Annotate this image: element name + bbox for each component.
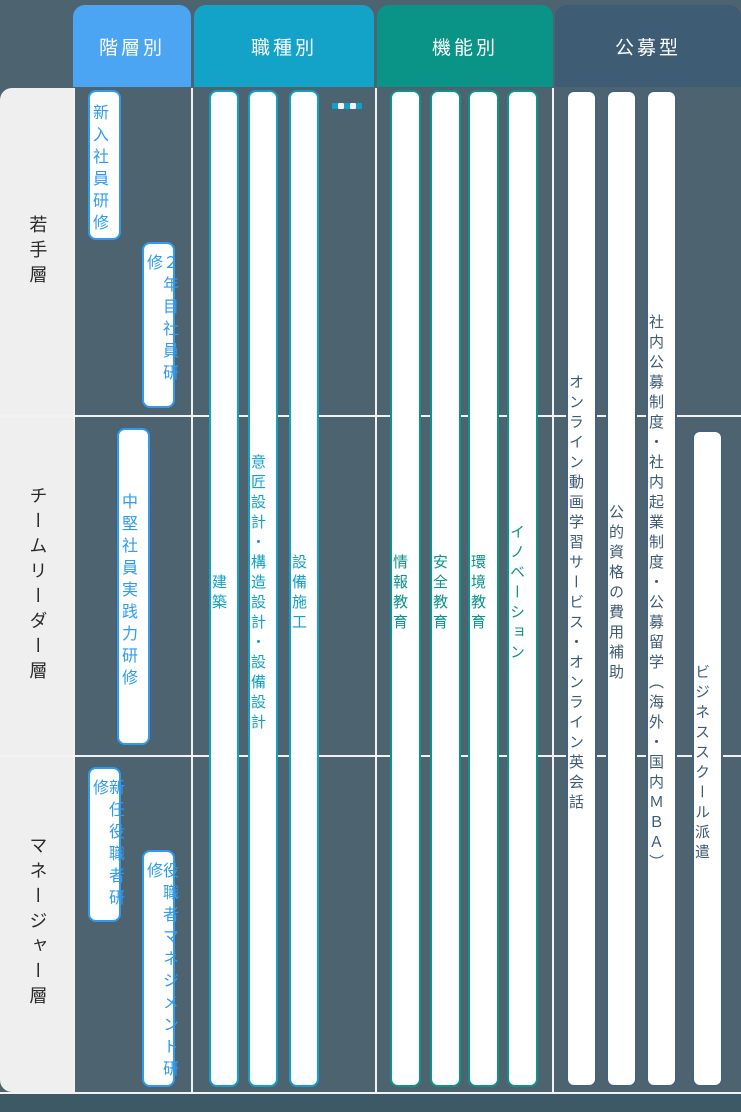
bar-label: 新任役職者研修 bbox=[90, 779, 123, 911]
bar-label: ビジネススクール派遣 bbox=[693, 663, 710, 864]
bar-label: 新入社員研修 bbox=[90, 104, 107, 236]
horizontal-divider bbox=[0, 755, 741, 757]
tab-job-type: 職種別 bbox=[194, 5, 374, 87]
bar-architecture: 建築 bbox=[209, 90, 239, 1087]
bar-label: オンライン動画学習サービス・オンライン英会話 bbox=[567, 373, 584, 814]
bar-label: 公的資格の費用補助 bbox=[607, 503, 624, 684]
tier-label: マネージャー層 bbox=[27, 836, 48, 1011]
bar-new-employee-training: 新入社員研修 bbox=[88, 90, 121, 240]
vertical-divider bbox=[375, 88, 377, 1092]
bar-label: ２年目社員研修 bbox=[144, 254, 177, 386]
bar-business-school-dispatch: ビジネススクール派遣 bbox=[692, 430, 723, 1087]
tab-function: 機能別 bbox=[377, 5, 553, 87]
bar-equipment-construction: 設備施工 bbox=[289, 90, 319, 1087]
bar-new-manager-training: 新任役職者研修 bbox=[88, 767, 123, 922]
bar-mid-level-practical-training: 中堅社員実践力研修 bbox=[117, 428, 150, 745]
bar-label: 環境教育 bbox=[469, 553, 486, 634]
bar-internal-recruitment-programs: 社内公募制度・社内起業制度・公募留学（海外・国内ＭＢＡ） bbox=[646, 90, 677, 1087]
bar-label: 情報教育 bbox=[391, 553, 408, 634]
horizontal-divider bbox=[0, 415, 741, 417]
bar-label: 役職者マネジメント研修 bbox=[144, 862, 177, 1082]
bar-environment-education: 環境教育 bbox=[468, 90, 499, 1087]
bar-safety-education: 安全教育 bbox=[430, 90, 461, 1087]
bar-design-structure-equipment: 意匠設計・構造設計・設備設計 bbox=[248, 90, 278, 1087]
bar-information-education: 情報教育 bbox=[390, 90, 421, 1087]
bar-label: 意匠設計・構造設計・設備設計 bbox=[249, 453, 266, 734]
bar-online-learning-service: オンライン動画学習サービス・オンライン英会話 bbox=[566, 90, 597, 1087]
vertical-divider bbox=[73, 88, 75, 1092]
tab-hierarchy: 階層別 bbox=[73, 5, 191, 87]
bar-label: 安全教育 bbox=[431, 553, 448, 634]
bar-second-year-training: ２年目社員研修 bbox=[142, 242, 177, 408]
bar-label: 社内公募制度・社内起業制度・公募留学（海外・国内ＭＢＡ） bbox=[647, 313, 664, 874]
bar-qualification-cost-subsidy: 公的資格の費用補助 bbox=[606, 90, 637, 1087]
more-items-ellipsis-icon bbox=[332, 103, 362, 109]
tier-sidebar: 若手層 チームリーダー層 マネージャー層 bbox=[0, 88, 73, 1092]
sidebar-row-team-leader: チームリーダー層 bbox=[0, 416, 73, 755]
vertical-divider bbox=[191, 88, 193, 1092]
vertical-divider bbox=[552, 88, 554, 1092]
bar-manager-management-training: 役職者マネジメント研修 bbox=[142, 850, 177, 1087]
sidebar-row-young-employees: 若手層 bbox=[0, 88, 73, 416]
tier-label: チームリーダー層 bbox=[27, 485, 48, 686]
horizontal-divider bbox=[0, 1092, 741, 1094]
bar-innovation: イノベーション bbox=[507, 90, 538, 1087]
tab-open-recruitment: 公募型 bbox=[555, 5, 741, 87]
bar-label: 中堅社員実践力研修 bbox=[119, 492, 136, 691]
bar-label: 設備施工 bbox=[290, 553, 307, 634]
footer-accent-bar bbox=[0, 1094, 741, 1112]
tier-label: 若手層 bbox=[27, 214, 48, 290]
bar-label: 建築 bbox=[210, 573, 227, 614]
sidebar-row-manager: マネージャー層 bbox=[0, 755, 73, 1092]
bar-label: イノベーション bbox=[508, 523, 525, 664]
